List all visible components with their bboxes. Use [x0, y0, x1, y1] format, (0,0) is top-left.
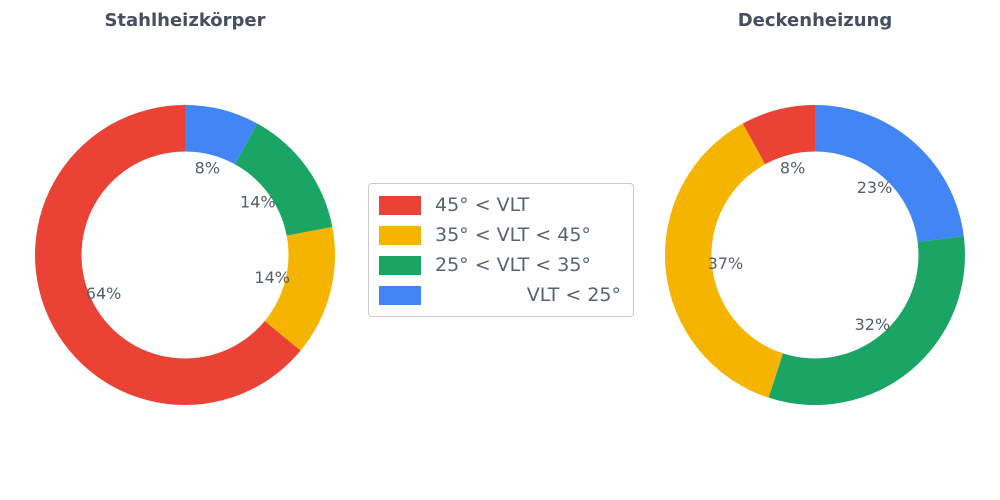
legend-swatch: [379, 285, 421, 305]
donut-segment: [185, 105, 258, 165]
legend-swatch: [379, 195, 421, 215]
donut-chart: 64% 14% 14% 8%: [34, 105, 335, 406]
chart-deckenheizung: Deckenheizung 8% 37% 32% 23%: [630, 0, 1000, 500]
data-label: 8%: [780, 158, 805, 177]
legend-label: 25° < VLT < 35°: [435, 254, 591, 276]
legend-swatch: [379, 255, 421, 275]
data-label: 37%: [708, 254, 744, 273]
donut-segment: [768, 236, 965, 405]
legend-item: VLT < 25°: [379, 282, 621, 308]
data-label: 14%: [254, 268, 290, 287]
legend-label: 35° < VLT < 45°: [435, 224, 591, 246]
donut-segment: [815, 105, 964, 243]
donut-segment: [234, 123, 333, 236]
legend-item: 45° < VLT: [379, 192, 621, 218]
donut-chart: 8% 37% 32% 23%: [664, 105, 965, 405]
data-label: 23%: [857, 178, 893, 197]
data-label: 32%: [855, 315, 891, 334]
data-label: 64%: [86, 284, 122, 303]
chart-title: Deckenheizung: [737, 10, 893, 31]
legend-item: 35° < VLT < 45°: [379, 222, 621, 248]
donut-segment: [664, 123, 784, 398]
legend-label: VLT < 25°: [526, 284, 621, 306]
legend-swatch: [379, 225, 421, 245]
chart-title: Stahlheizkörper: [104, 10, 266, 31]
chart-stahlheizkoerper: Stahlheizkörper 64% 14% 14% 8%: [0, 0, 370, 500]
donut-segment: [34, 105, 301, 406]
donut-segment: [264, 226, 335, 351]
data-label: 14%: [240, 193, 276, 212]
legend-item: 25° < VLT < 35°: [379, 252, 621, 278]
data-label: 8%: [195, 158, 220, 177]
donut-segment: [742, 105, 815, 165]
legend-label: 45° < VLT: [435, 194, 530, 216]
legend: 45° < VLT 35° < VLT < 45° 25° < VLT < 35…: [368, 183, 634, 317]
